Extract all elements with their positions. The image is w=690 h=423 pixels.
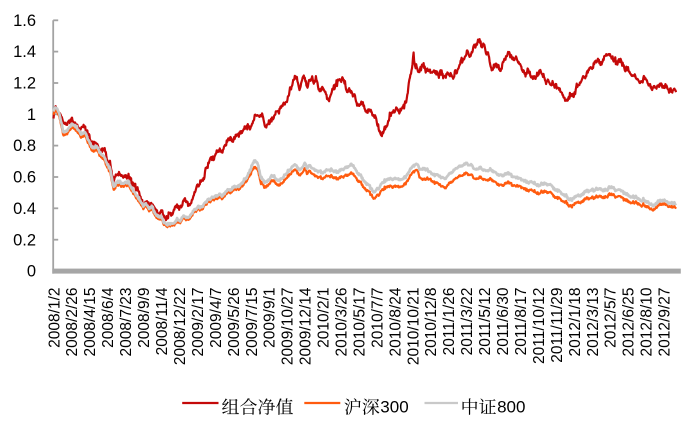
svg-text:1.6: 1.6 [13,12,36,30]
svg-text:300: 300 [380,397,408,416]
svg-text:2011/3/22: 2011/3/22 [459,288,476,356]
svg-text:1.2: 1.2 [13,75,36,93]
svg-text:2008/1/2: 2008/1/2 [46,288,63,348]
svg-text:2010/3/26: 2010/3/26 [334,288,351,357]
svg-text:2009/9/1: 2009/9/1 [262,288,279,348]
svg-text:2011/6/30: 2011/6/30 [495,287,512,355]
svg-text:2012/1/18: 2012/1/18 [567,288,584,357]
svg-text:2011/1/26: 2011/1/26 [441,288,458,356]
svg-text:2009/7/15: 2009/7/15 [244,288,261,357]
svg-text:2009/10/27: 2009/10/27 [280,288,297,366]
svg-text:2012/6/25: 2012/6/25 [621,288,638,357]
svg-text:2008/7/23: 2008/7/23 [118,288,135,357]
svg-text:2012/3/13: 2012/3/13 [585,288,602,357]
svg-text:2009/2/17: 2009/2/17 [190,288,207,357]
svg-text:800: 800 [497,397,525,416]
svg-text:2010/7/7: 2010/7/7 [369,288,386,348]
svg-text:2008/6/4: 2008/6/4 [100,287,117,348]
svg-text:2011/11/29: 2011/11/29 [549,288,566,363]
svg-text:2010/10/21: 2010/10/21 [405,288,422,366]
svg-text:2012/8/10: 2012/8/10 [639,287,656,356]
svg-text:2008/12/22: 2008/12/22 [172,288,189,366]
svg-text:0.4: 0.4 [13,200,36,218]
svg-text:2009/5/26: 2009/5/26 [226,288,243,357]
svg-text:2008/9/9: 2008/9/9 [136,288,153,348]
svg-text:2008/4/15: 2008/4/15 [82,288,99,357]
svg-text:2010/5/17: 2010/5/17 [351,288,368,357]
svg-text:2012/5/7: 2012/5/7 [603,288,620,348]
svg-text:2011/10/12: 2011/10/12 [531,288,548,364]
svg-text:2011/5/12: 2011/5/12 [477,288,494,356]
svg-text:2012/9/27: 2012/9/27 [657,288,674,357]
svg-text:2010/12/8: 2010/12/8 [423,288,440,357]
svg-text:1.4: 1.4 [13,43,36,61]
svg-text:2010/8/24: 2010/8/24 [387,287,404,356]
svg-text:2010/2/1: 2010/2/1 [316,288,333,348]
svg-text:2009/12/14: 2009/12/14 [298,287,315,365]
svg-text:2009/4/7: 2009/4/7 [208,288,225,348]
svg-text:0.6: 0.6 [13,169,36,187]
svg-text:0: 0 [27,263,36,281]
svg-text:0.8: 0.8 [13,137,36,155]
svg-text:2008/2/26: 2008/2/26 [64,288,81,357]
svg-text:2011/8/17: 2011/8/17 [513,288,530,356]
svg-text:1: 1 [27,106,36,124]
svg-text:0.2: 0.2 [13,231,36,249]
svg-text:2008/11/4: 2008/11/4 [154,287,171,355]
